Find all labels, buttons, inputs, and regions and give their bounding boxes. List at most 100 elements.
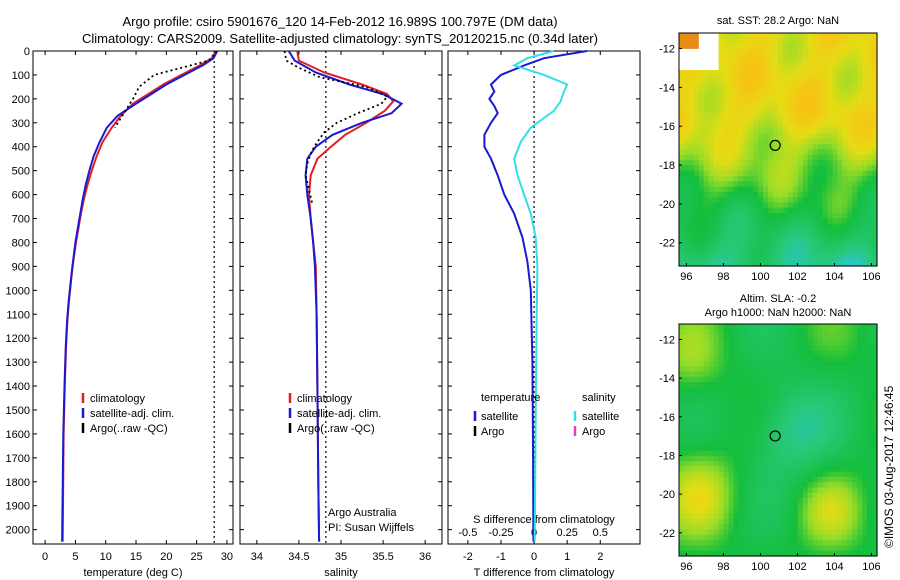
map-cell: [743, 334, 749, 341]
map-cell: [847, 360, 853, 367]
map-cell: [713, 508, 720, 515]
map-cell: [822, 38, 829, 45]
map-cell: [683, 461, 690, 467]
map-cell: [872, 234, 878, 241]
map-cell: [758, 487, 764, 494]
map-cell: [822, 403, 829, 409]
map-cell: [822, 529, 829, 536]
map-cell: [748, 345, 754, 351]
map-cell: [738, 207, 744, 214]
map-cell: [693, 154, 700, 161]
map-cell: [758, 445, 764, 452]
map-cell: [797, 445, 804, 452]
map-cell: [763, 345, 769, 351]
map-cell: [832, 244, 838, 251]
map-cell: [827, 519, 834, 525]
map-cell: [797, 80, 804, 87]
map-cell: [817, 54, 824, 61]
map-cell: [807, 96, 814, 103]
map-cell: [728, 207, 735, 214]
map-cell: [817, 350, 824, 357]
map-cell: [773, 170, 779, 177]
map-cell: [748, 403, 754, 409]
y-tick-label: 2000: [6, 525, 30, 537]
map-cell: [837, 228, 843, 235]
map-cell: [693, 403, 700, 409]
map-cell: [802, 540, 809, 547]
x-tick-label: -2: [463, 551, 473, 563]
map-cell: [733, 413, 739, 420]
map-cell: [708, 123, 715, 129]
map-cell: [758, 213, 764, 219]
map-cell: [679, 175, 685, 182]
map-cell: [852, 387, 858, 394]
map-cell: [827, 250, 834, 257]
map-cell: [748, 540, 754, 547]
map-cell: [708, 550, 715, 557]
map-cell: [743, 339, 749, 346]
map-cell: [867, 138, 873, 145]
map-cell: [872, 75, 878, 82]
map-cell: [822, 112, 829, 119]
map-cell: [792, 85, 799, 92]
map-cell: [792, 408, 799, 415]
map-cell: [679, 376, 685, 383]
map-cell: [802, 329, 809, 336]
map-cell: [822, 408, 829, 415]
map-cell: [872, 529, 878, 536]
map-cell: [753, 38, 759, 45]
map-cell: [817, 170, 824, 177]
map-cell: [728, 413, 735, 420]
map-cell: [847, 75, 853, 82]
map-cell: [683, 392, 690, 399]
map-cell: [753, 445, 759, 452]
map-cell: [713, 492, 720, 499]
map-cell: [857, 244, 863, 251]
map-cell: [837, 550, 843, 557]
map-cell: [738, 360, 744, 367]
map-cell: [708, 144, 715, 151]
map-cell: [812, 213, 819, 219]
map-cell: [842, 461, 848, 467]
map-cell: [872, 498, 878, 504]
map-cell: [748, 80, 754, 87]
map-cell: [807, 487, 814, 494]
map-cell: [827, 59, 834, 66]
map-cell: [718, 440, 725, 446]
map-cell: [827, 101, 834, 108]
map-cell: [817, 329, 824, 336]
map-cell: [787, 255, 794, 262]
map-cell: [718, 149, 725, 156]
map-cell: [713, 355, 720, 362]
map-cell: [792, 508, 799, 515]
map-cell: [723, 59, 730, 66]
map-cell: [842, 170, 848, 177]
map-cell: [738, 429, 744, 436]
map-cell: [718, 138, 725, 145]
map-cell: [683, 70, 690, 76]
map-cell: [832, 43, 838, 50]
map-cell: [847, 202, 853, 209]
map-cell: [683, 33, 690, 39]
map-cell: [753, 392, 759, 399]
map-cell: [718, 80, 725, 87]
map-cell: [708, 91, 715, 98]
map-cell: [812, 339, 819, 346]
map-cell: [718, 403, 725, 409]
map-cell: [743, 207, 749, 214]
map-cell: [768, 387, 774, 394]
map-cell: [837, 186, 843, 193]
map-cell: [703, 487, 710, 494]
map-cell: [857, 329, 863, 336]
map-cell: [753, 112, 759, 119]
map-cell: [713, 107, 720, 114]
map-cell: [728, 471, 735, 478]
map-cell: [832, 223, 838, 230]
map-cell: [817, 392, 824, 399]
map-cell: [679, 218, 685, 225]
map-cell: [822, 175, 829, 182]
map-cell: [728, 324, 735, 330]
map-cell: [852, 434, 858, 441]
map-cell: [713, 117, 720, 124]
map-cell: [867, 339, 873, 346]
